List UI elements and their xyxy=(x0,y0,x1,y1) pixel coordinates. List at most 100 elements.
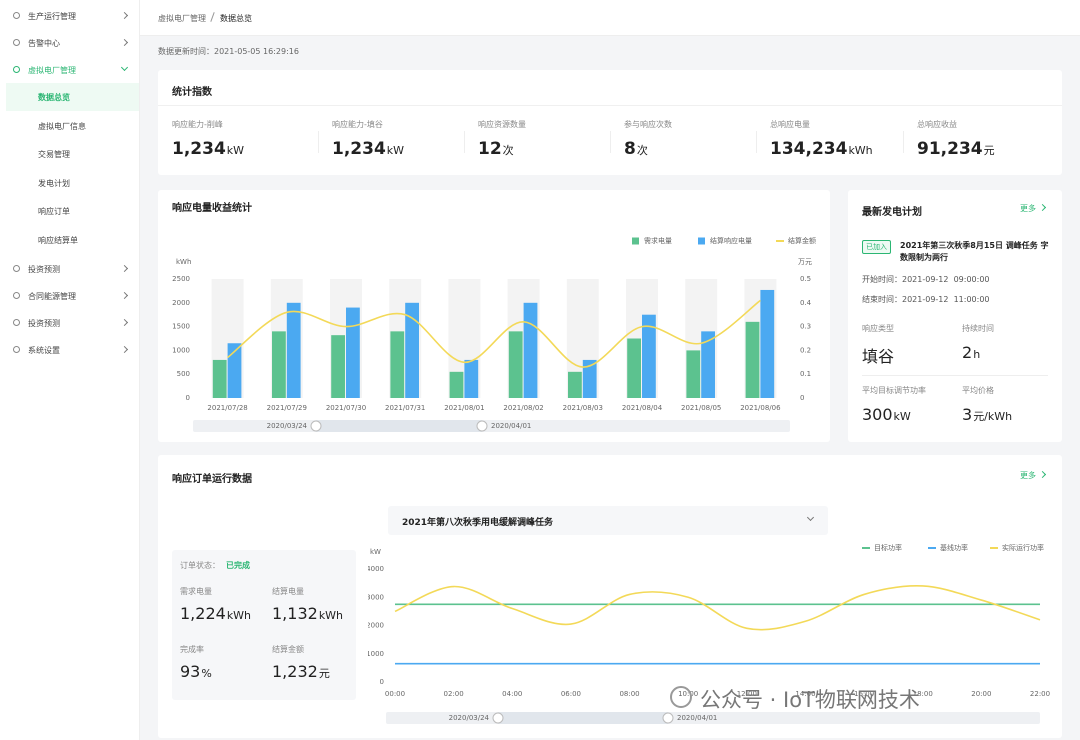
x-tick-label: 18:00 xyxy=(913,690,933,698)
menu-item[interactable]: 告警中心 xyxy=(0,29,139,57)
plan-value: 2h xyxy=(962,343,981,362)
stat-label: 响应资源数量 xyxy=(478,120,526,129)
y-tick-label: 2500 xyxy=(172,275,190,283)
submenu-item[interactable]: 发电计划 xyxy=(0,169,139,197)
menu-item[interactable]: 生产运行管理 xyxy=(0,2,139,30)
submenu-item[interactable]: 交易管理 xyxy=(0,140,139,168)
bar xyxy=(405,302,419,398)
bar xyxy=(642,314,656,398)
sidebar: 生产运行管理告警中心虚拟电厂管理 数据总览 虚拟电厂信息 交易管理发电计划响应订单响应… xyxy=(0,0,140,740)
legend-marker xyxy=(632,237,639,245)
plan-label: 平均目标调节功率 xyxy=(862,386,926,395)
order-unit: kWh xyxy=(318,609,344,622)
plan-item: 平均价格 3元/kWh xyxy=(962,377,1057,437)
plan-grid: 响应类型 填谷 持续时间 2h 平均目标调节功率 300kW 平均价格 3元/kWh xyxy=(848,315,1062,442)
menu-icon xyxy=(13,318,20,326)
menu-item[interactable]: 系统设置 xyxy=(0,336,139,364)
bar xyxy=(212,359,227,398)
task-select[interactable]: 2021年第八次秋季用电缓解调峰任务 xyxy=(388,506,828,535)
zoom-label: 2020/04/01 xyxy=(491,422,531,430)
menu-item[interactable]: 投资预测 xyxy=(0,255,139,283)
divider xyxy=(158,105,1062,106)
plan-label: 响应类型 xyxy=(862,324,894,333)
card-title: 统计指数 xyxy=(172,87,212,98)
bar xyxy=(627,338,641,398)
bar xyxy=(227,343,242,398)
start-time: 开始时间：2021-09-12 09:00:00 xyxy=(862,275,990,284)
x-tick-label: 14:00 xyxy=(795,690,815,698)
order-label: 需求电量 xyxy=(180,587,212,596)
order-unit: 元 xyxy=(318,667,330,680)
divider xyxy=(464,131,465,153)
bar xyxy=(464,359,479,398)
stat-value: 134,234kWh xyxy=(770,139,873,159)
stat: 响应资源数量 12次 xyxy=(464,115,618,165)
menu-icon xyxy=(13,264,20,272)
breadcrumb-item[interactable]: 虚拟电厂管理 xyxy=(158,14,206,23)
stat-unit: 次 xyxy=(636,144,648,157)
x-tick-label: 2021/08/05 xyxy=(681,404,721,412)
order-value: 1,224kWh xyxy=(180,604,252,623)
menu-label: 告警中心 xyxy=(28,39,60,48)
menu-label: 投资预测 xyxy=(28,264,60,274)
stat-unit: 元 xyxy=(983,144,995,157)
plan-value: 填谷 xyxy=(862,347,895,366)
order-value: 1,232元 xyxy=(272,662,330,681)
bar xyxy=(508,331,523,398)
zoom-handle xyxy=(492,712,504,724)
submenu-item[interactable]: 响应结算单 xyxy=(0,226,139,254)
more-link[interactable]: 更多 xyxy=(1020,204,1036,213)
stat-value: 91,234元 xyxy=(917,139,995,159)
plan-unit: kW xyxy=(893,410,911,423)
menu-arrow xyxy=(120,291,129,299)
order-summary: 订单状态： 已完成 需求电量 1,224kWh 结算电量 1,132kWh 完成率 93%… xyxy=(172,550,356,700)
submenu-item[interactable]: 虚拟电厂信息 xyxy=(0,112,139,140)
stat-unit: kW xyxy=(226,144,245,157)
line xyxy=(227,299,761,368)
more-link[interactable]: 更多 xyxy=(1020,471,1036,480)
bar xyxy=(286,302,301,398)
order-unit: kWh xyxy=(226,609,252,622)
menu-item[interactable]: 虚拟电厂管理 xyxy=(0,56,139,84)
axis-label: 万元 xyxy=(798,258,812,266)
divider xyxy=(903,131,904,153)
stat-unit: kW xyxy=(386,144,405,157)
stat: 参与响应次数 8次 xyxy=(610,115,764,165)
submenu-item[interactable]: 数据总览 xyxy=(6,83,139,111)
axis-label: kWh xyxy=(176,258,191,266)
menu-item[interactable]: 合同能源管理 xyxy=(0,282,139,310)
x-tick-label: 02:00 xyxy=(444,690,464,698)
menu-item[interactable]: 投资预测 xyxy=(0,309,139,337)
x-tick-label: 2021/07/31 xyxy=(385,404,425,412)
y-tick-label: 0 xyxy=(186,394,190,402)
submenu-label: 响应结算单 xyxy=(38,236,78,245)
x-tick-label: 2021/08/06 xyxy=(740,404,781,412)
zoom-window xyxy=(316,420,482,432)
submenu-label: 发电计划 xyxy=(38,178,70,188)
menu-icon xyxy=(13,66,20,73)
stat-unit: kWh xyxy=(848,144,873,157)
legend-label: 结算响应电量 xyxy=(710,236,752,245)
plan-card: 最新发电计划 更多 已加入 2021年第三次秋季8月15日 调峰任务 字数限制为… xyxy=(848,190,1062,442)
plan-unit: 元/kWh xyxy=(973,410,1013,423)
stats-card: 统计指数 响应能力-削峰 1,234kW 响应能力-填谷 1,234kW 响应资源数量 1… xyxy=(158,70,1062,175)
bar xyxy=(272,331,286,398)
order-label: 结算电量 xyxy=(272,587,304,596)
order-label: 结算金额 xyxy=(272,645,304,654)
submenu-item[interactable]: 响应订单 xyxy=(0,197,139,225)
x-tick-label: 06:00 xyxy=(561,690,581,698)
menu-label: 系统设置 xyxy=(28,345,60,355)
order-value: 1,132kWh xyxy=(272,604,344,623)
y-tick-label: 2000 xyxy=(172,299,190,307)
x-tick-label: 00:00 xyxy=(385,690,405,698)
legend-marker xyxy=(698,237,705,245)
bar xyxy=(390,331,405,398)
plan-item: 平均目标调节功率 300kW xyxy=(862,377,957,437)
y-tick-label: 0.1 xyxy=(800,370,811,378)
x-tick-label: 22:00 xyxy=(1030,690,1050,698)
stat: 响应能力-填谷 1,234kW xyxy=(318,115,472,165)
divider xyxy=(862,375,1048,376)
menu-icon xyxy=(13,39,20,46)
header: 虚拟电厂管理 数据总览 xyxy=(140,0,1080,36)
